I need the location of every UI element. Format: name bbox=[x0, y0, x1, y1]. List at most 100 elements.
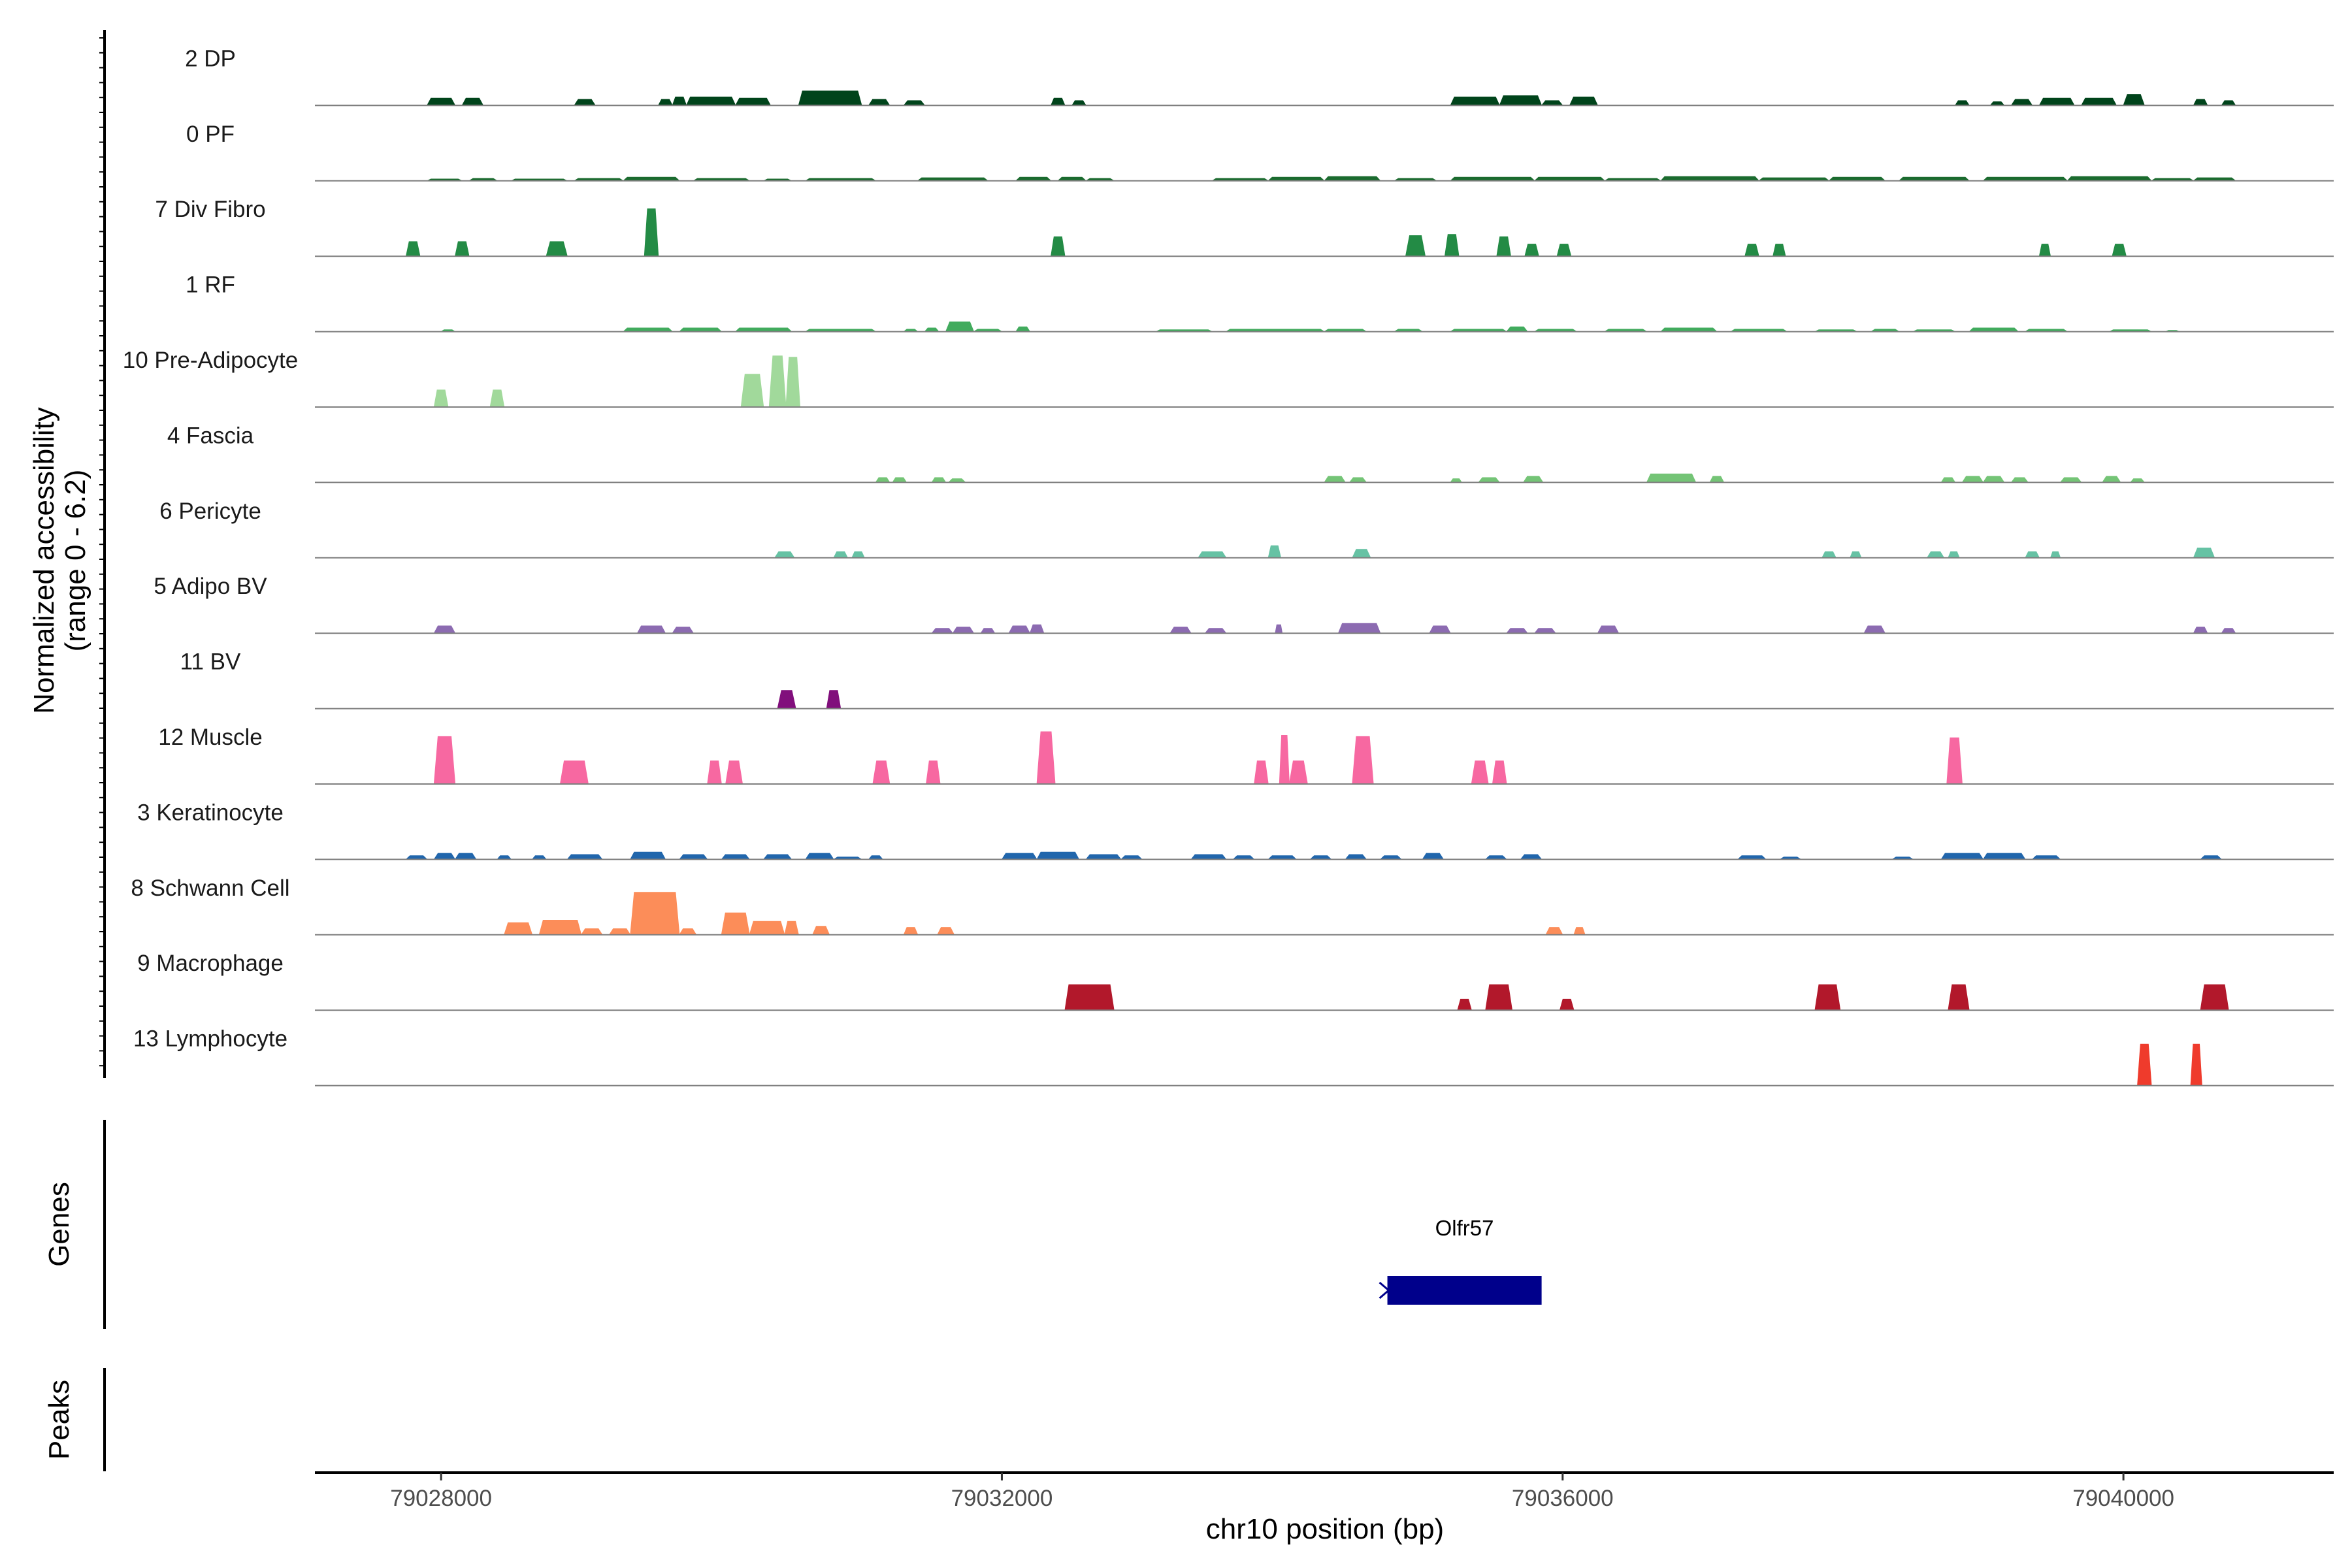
coverage-peak bbox=[426, 97, 456, 106]
track-14: 13 Lymphocyte bbox=[133, 1026, 2334, 1086]
coverage-peak bbox=[1982, 476, 2005, 483]
coverage-peak bbox=[580, 928, 603, 936]
coverage-peak bbox=[1646, 473, 1697, 483]
coverage-peak bbox=[2193, 627, 2208, 634]
coverage-peak bbox=[1085, 854, 1122, 860]
peaks-panel-title: Peaks bbox=[43, 1380, 75, 1460]
track-label: 8 Schwann Cell bbox=[131, 875, 289, 901]
coverage-peak bbox=[1524, 244, 1539, 257]
coverage-peak bbox=[768, 355, 787, 408]
coverage-peak bbox=[2038, 97, 2075, 106]
coverage-peak bbox=[2221, 100, 2236, 106]
coverage-peak bbox=[2193, 99, 2208, 106]
gene-body bbox=[1387, 1276, 1542, 1305]
coverage-peak bbox=[559, 760, 589, 785]
coverage-peak bbox=[980, 628, 996, 634]
coverage-peak bbox=[2025, 551, 2040, 559]
coverage-peak bbox=[851, 551, 865, 559]
coverage-peak bbox=[1071, 100, 1087, 106]
coverage-peak bbox=[1709, 476, 1725, 483]
coverage-peak bbox=[1821, 551, 1837, 559]
coverage-peak bbox=[903, 927, 919, 936]
coverage-peak bbox=[672, 96, 687, 106]
gene-annotations: Olfr57 bbox=[1379, 1216, 1542, 1305]
track-9: 11 BV bbox=[180, 649, 2334, 710]
coverage-peak bbox=[749, 921, 785, 936]
coverage-peak bbox=[1573, 927, 1586, 936]
coverage-peak bbox=[1954, 100, 1970, 106]
coverage-peak bbox=[1036, 731, 1056, 785]
genes-panel-title: Genes bbox=[43, 1182, 75, 1267]
track-label: 0 PF bbox=[186, 122, 235, 147]
coverage-peak bbox=[1520, 854, 1543, 860]
coverage-peak bbox=[812, 926, 830, 936]
coverage-peak bbox=[433, 853, 456, 860]
coverage-peak bbox=[1254, 760, 1269, 785]
coverage-peak bbox=[1036, 851, 1080, 860]
coverage-peak bbox=[1279, 735, 1290, 785]
coverage-peak bbox=[926, 760, 941, 785]
coverage-peak bbox=[1940, 853, 1984, 860]
coverage-peak bbox=[931, 628, 954, 634]
coverage-peak bbox=[1190, 854, 1227, 860]
coverage-peak bbox=[1541, 100, 1563, 106]
track-11: 3 Keratinocyte bbox=[137, 800, 2334, 860]
coverage-peak bbox=[833, 551, 849, 559]
coverage-peak bbox=[1422, 853, 1445, 860]
coverage-peak bbox=[2221, 628, 2236, 634]
coverage-peak bbox=[1015, 326, 1031, 333]
gene-Olfr57: Olfr57 bbox=[1379, 1216, 1542, 1305]
coverage-peak bbox=[1008, 625, 1031, 634]
coverage-peak bbox=[952, 627, 975, 634]
coverage-peak bbox=[608, 928, 631, 936]
coverage-peak bbox=[725, 760, 743, 785]
coverage-peak bbox=[1863, 625, 1886, 634]
coverage-peak bbox=[784, 921, 799, 936]
x-tick-label: 79040000 bbox=[2072, 1486, 2174, 1511]
y-axis-ticks bbox=[99, 37, 105, 1067]
coverage-peak bbox=[1352, 549, 1371, 559]
coverage-peak bbox=[1169, 627, 1192, 634]
coverage-peak bbox=[2112, 244, 2127, 257]
track-5: 10 Pre-Adipocyte bbox=[123, 348, 2334, 408]
coverage-peak bbox=[1275, 624, 1283, 634]
coverage-peak bbox=[1597, 625, 1620, 634]
coverage-peak bbox=[936, 927, 955, 936]
coverage-peak bbox=[454, 853, 477, 860]
coverage-peak bbox=[1948, 984, 1970, 1011]
coverage-peak bbox=[504, 922, 533, 936]
coverage-peak bbox=[805, 853, 834, 860]
coverage-peak bbox=[2190, 1043, 2202, 1086]
coverage-peak bbox=[433, 736, 456, 785]
coverage-peak bbox=[2059, 477, 2082, 483]
coverage-peak bbox=[2010, 477, 2029, 483]
coverage-peak bbox=[1496, 236, 1511, 257]
coverage-peak bbox=[1050, 97, 1066, 106]
track-label: 7 Div Fibro bbox=[155, 197, 265, 222]
gene-strand-arrow bbox=[1379, 1281, 1390, 1299]
coverage-peak bbox=[1477, 477, 1501, 483]
coverage-peak bbox=[798, 90, 862, 106]
coverage-peak bbox=[1450, 96, 1500, 106]
coverage-peak bbox=[1559, 998, 1575, 1011]
x-axis-ticks: 79028000 79032000 79036000 79040000 bbox=[390, 1473, 2174, 1511]
coverage-peak bbox=[566, 854, 603, 860]
coverage-peak bbox=[644, 208, 659, 257]
coverage-peak bbox=[1744, 244, 1759, 257]
coverage-peak bbox=[1522, 476, 1544, 483]
coverage-peak bbox=[405, 241, 421, 257]
track-label: 3 Keratinocyte bbox=[137, 800, 284, 825]
track-label: 6 Pericyte bbox=[159, 498, 261, 524]
coverage-peak bbox=[1348, 477, 1367, 483]
coverage-tracks: 2 DP 0 PF 7 Div Fibro 1 RF 10 Pre-Adipocyte 4… bbox=[123, 46, 2334, 1086]
gene-label: Olfr57 bbox=[1435, 1216, 1494, 1240]
coverage-peak bbox=[1324, 476, 1347, 483]
coverage-peak bbox=[740, 374, 764, 408]
coverage-peak bbox=[2137, 1043, 2152, 1086]
track-7: 6 Pericyte bbox=[159, 498, 2334, 559]
coverage-peak bbox=[1492, 760, 1507, 785]
coverage-peak bbox=[630, 892, 680, 936]
coverage-peak bbox=[875, 477, 890, 483]
track-10: 12 Muscle bbox=[158, 725, 2334, 785]
coverage-peak bbox=[903, 100, 926, 106]
